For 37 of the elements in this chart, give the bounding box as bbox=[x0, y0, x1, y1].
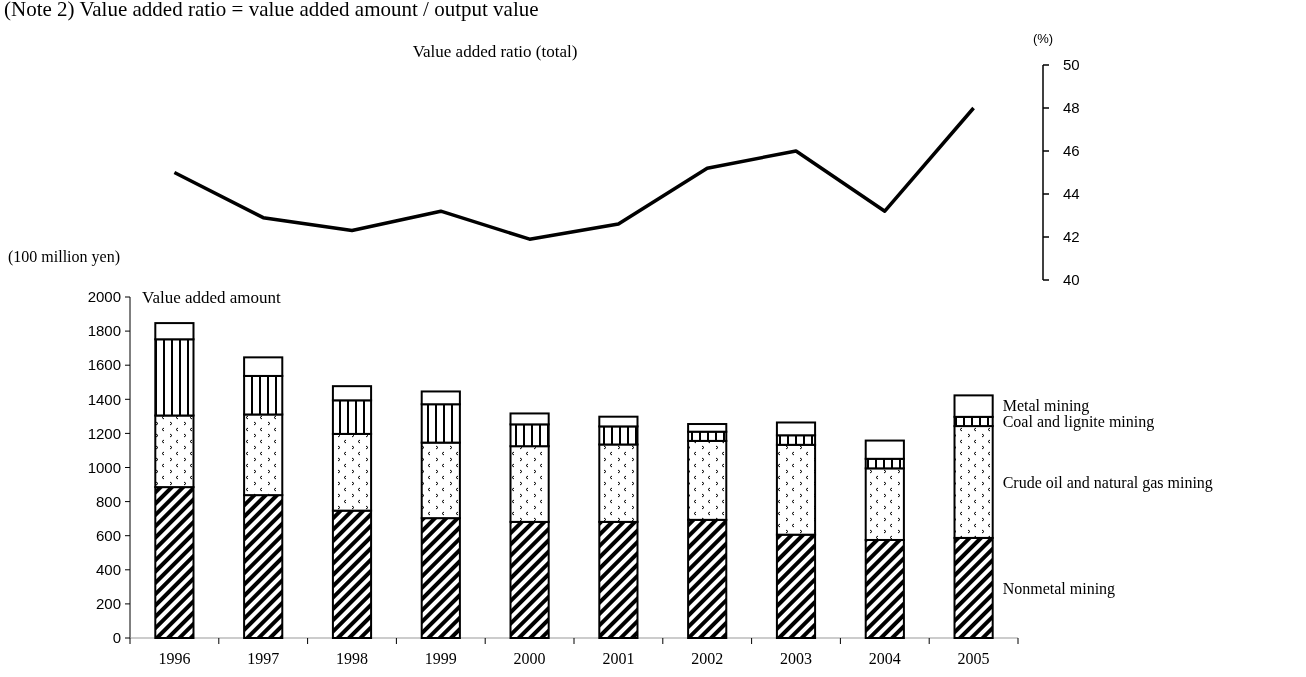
x-tick-label: 1999 bbox=[424, 650, 457, 667]
series-label: Metal mining bbox=[1002, 397, 1090, 416]
y-tick-label: 42 bbox=[1063, 228, 1080, 246]
y-tick-label: 1400 bbox=[87, 390, 121, 408]
y-axis-title: (100 million yen) bbox=[8, 248, 120, 266]
x-tick-label: 2004 bbox=[868, 650, 901, 667]
y-tick-label: 1800 bbox=[87, 322, 121, 340]
y-tick-label: 200 bbox=[95, 595, 121, 613]
x-tick-label: 2003 bbox=[780, 650, 812, 667]
y-tick-label: 0 bbox=[112, 629, 121, 647]
x-tick-label: 2005 bbox=[957, 650, 990, 667]
series-label: Coal and lignite mining bbox=[1002, 413, 1155, 432]
annotation: Value added amount bbox=[142, 288, 282, 307]
y-axis-title: (%) bbox=[1032, 31, 1054, 46]
y-tick-label: 400 bbox=[95, 561, 121, 579]
x-tick-label: 2000 bbox=[513, 650, 546, 667]
y-tick-label: 800 bbox=[95, 492, 121, 510]
y-tick-label: 46 bbox=[1063, 142, 1080, 160]
y-tick-label: 1000 bbox=[87, 458, 121, 476]
y-tick-label: 600 bbox=[95, 526, 121, 544]
line-series bbox=[172, 106, 976, 241]
x-tick-label: 2001 bbox=[602, 650, 635, 667]
x-tick-label: 2002 bbox=[691, 650, 724, 667]
x-tick-label: 1996 bbox=[158, 650, 191, 667]
y-tick-label: 1200 bbox=[87, 424, 121, 442]
y-tick-label: 2000 bbox=[87, 288, 121, 306]
y-tick-label: 1600 bbox=[87, 356, 121, 374]
text: (Note 2) Value added ratio = value added amount / output value bbox=[4, 0, 539, 21]
series-label: Nonmetal mining bbox=[1002, 579, 1116, 598]
series-label: Crude oil and natural gas mining bbox=[1002, 473, 1213, 492]
y-tick-label: 50 bbox=[1063, 56, 1080, 74]
y-tick-label: 44 bbox=[1063, 185, 1080, 203]
y-tick-label: 48 bbox=[1063, 99, 1080, 117]
x-tick-label: 1997 bbox=[247, 650, 280, 667]
x-tick-label: 1998 bbox=[336, 650, 368, 667]
text: Value added ratio (total) bbox=[412, 42, 578, 61]
y-tick-label: 40 bbox=[1063, 271, 1080, 289]
